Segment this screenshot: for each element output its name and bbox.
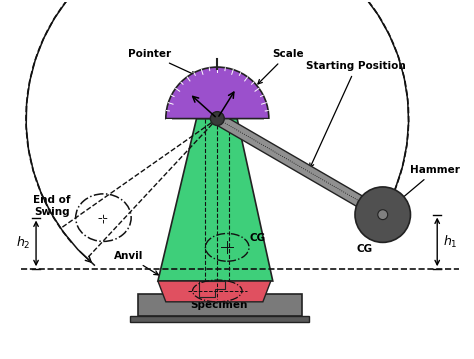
Text: CG: CG <box>249 233 265 243</box>
Circle shape <box>210 112 224 126</box>
Polygon shape <box>158 118 273 281</box>
Text: $h_2$: $h_2$ <box>16 236 30 251</box>
Text: Specimen: Specimen <box>191 300 248 310</box>
Polygon shape <box>158 281 271 302</box>
Text: $h_1$: $h_1$ <box>443 234 458 250</box>
Text: CG: CG <box>357 244 373 254</box>
Text: End of
Swing: End of Swing <box>33 195 71 216</box>
Bar <box>138 294 301 316</box>
Text: Anvil: Anvil <box>113 251 158 275</box>
Circle shape <box>355 187 410 242</box>
Wedge shape <box>166 67 269 118</box>
Text: Starting Position: Starting Position <box>307 61 406 168</box>
Circle shape <box>378 210 388 220</box>
Text: Scale: Scale <box>258 49 303 84</box>
Polygon shape <box>214 113 386 220</box>
Bar <box>130 316 310 322</box>
Polygon shape <box>200 281 225 297</box>
Text: Hammer: Hammer <box>400 165 460 200</box>
Text: Pointer: Pointer <box>128 49 196 75</box>
